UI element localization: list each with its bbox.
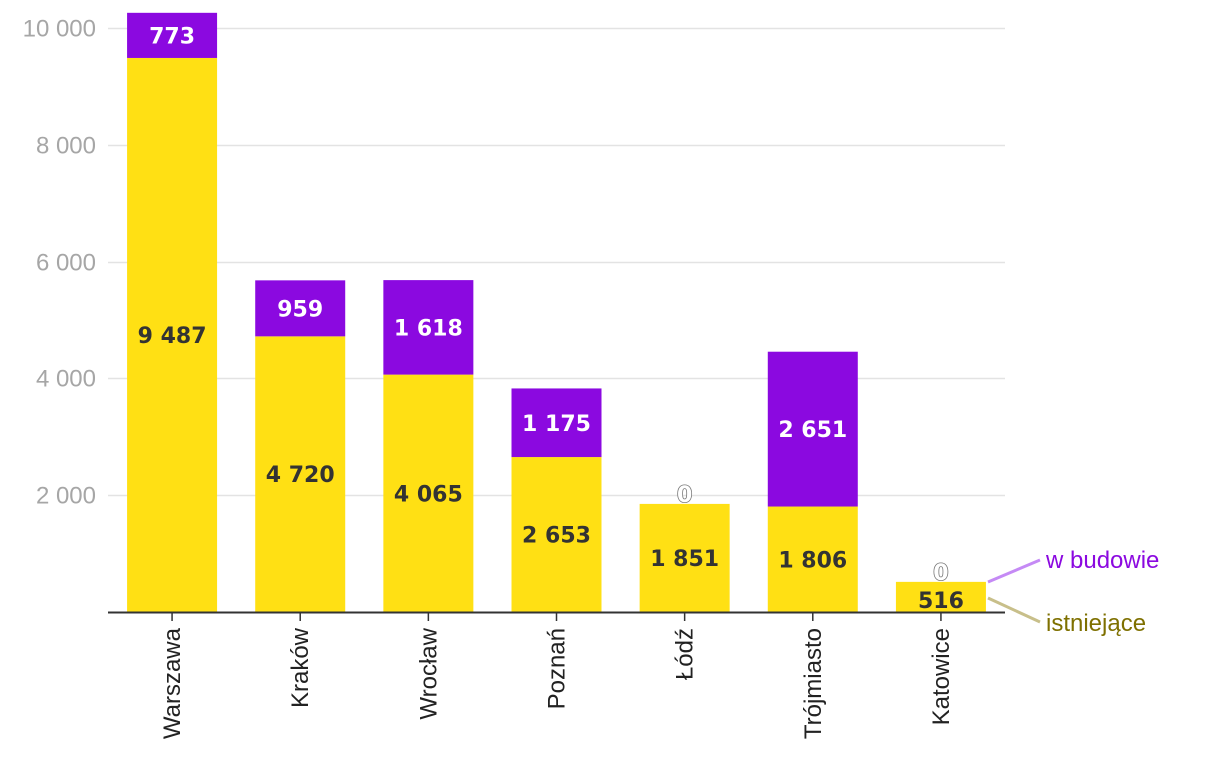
data-label: 0 [933, 561, 948, 586]
legend: w budowie istniejące [987, 547, 1159, 637]
bar-segment-istniejace [127, 57, 218, 612]
bar-segment-istniejace [383, 374, 474, 612]
x-tick-label: Łódź [672, 628, 699, 680]
bar-segment-istniejace [767, 506, 858, 612]
data-label: 959 [277, 297, 323, 322]
bar-segment-w-budowie [767, 351, 858, 507]
legend-connector [987, 558, 1041, 584]
bar-segment-w-budowie [511, 388, 602, 458]
x-tick-label: Poznań [544, 628, 571, 709]
data-labels: 9 487 773 4 720 959 4 065 1 618 2 653 1 175 1 85… [138, 24, 964, 613]
data-label: 9 487 [138, 324, 207, 349]
data-label: 1 618 [394, 316, 463, 341]
data-label: 4 720 [266, 463, 335, 488]
y-axis-ticks: 2 000 4 000 6 000 8 000 10 000 [23, 16, 96, 510]
y-tick-label: 8 000 [36, 133, 96, 160]
data-label: 2 651 [778, 418, 847, 443]
y-tick-label: 10 000 [23, 16, 96, 43]
bar-segment-istniejace [639, 503, 730, 612]
y-tick-label: 4 000 [36, 366, 96, 393]
bar-segment-istniejace [511, 457, 602, 612]
x-axis-ticks: Warszawa Kraków Wrocław Poznań Łódź Trójmiast… [159, 613, 955, 739]
data-label: 773 [149, 24, 195, 49]
legend-label-istniejace: istniejące [1046, 610, 1146, 637]
bar-segment-istniejace [255, 336, 346, 612]
legend-label-w-budowie: w budowie [1045, 547, 1159, 574]
bar-segment-w-budowie [383, 280, 474, 375]
x-tick-label: Wrocław [415, 627, 442, 719]
bar-segment-w-budowie [127, 12, 218, 58]
x-tick-label: Katowice [928, 628, 955, 725]
data-label: 516 [918, 589, 964, 614]
y-tick-label: 6 000 [36, 250, 96, 277]
data-label: 2 653 [522, 524, 591, 549]
x-tick-label: Trójmiasto [800, 628, 827, 739]
bar-segment-istniejace [895, 581, 986, 612]
y-tick-label: 2 000 [36, 483, 96, 510]
data-label: 1 175 [522, 412, 591, 437]
data-label: 1 851 [650, 547, 719, 572]
bar-segment-w-budowie [255, 280, 346, 337]
data-label: 1 806 [778, 548, 847, 573]
bars [127, 12, 986, 612]
data-label: 4 065 [394, 482, 463, 507]
x-tick-label: Kraków [287, 627, 314, 708]
x-tick-label: Warszawa [159, 627, 186, 739]
legend-connector [987, 596, 1041, 624]
data-label: 0 [677, 483, 692, 508]
